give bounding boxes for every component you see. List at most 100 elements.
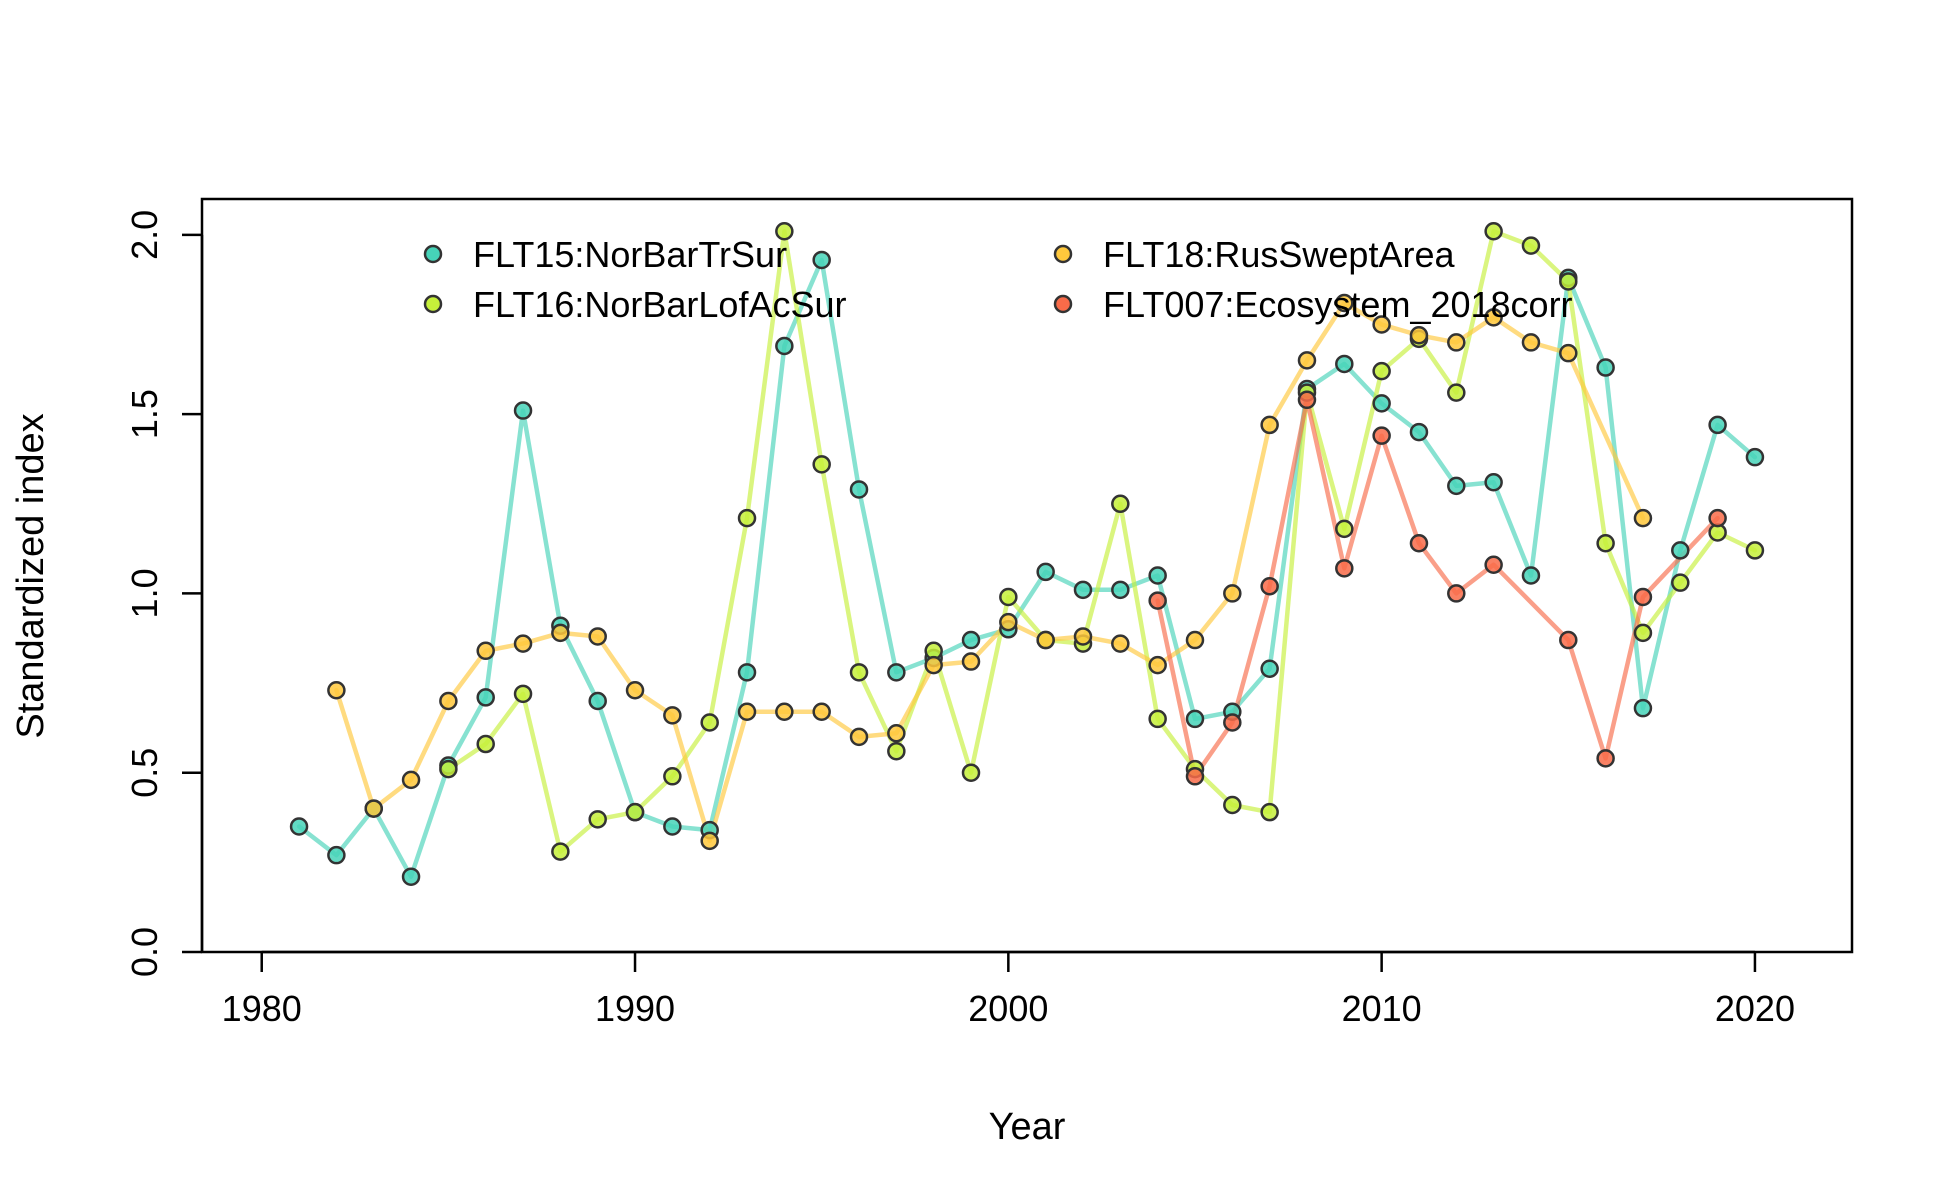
data-point bbox=[849, 727, 869, 747]
legend-label: FLT007:Ecosystem_2018corr bbox=[1103, 284, 1573, 325]
data-point bbox=[1335, 354, 1354, 374]
legend-marker bbox=[1053, 244, 1073, 264]
plot-frame bbox=[200, 197, 1854, 954]
series-line bbox=[1155, 397, 1720, 779]
data-point bbox=[737, 702, 757, 722]
data-point bbox=[700, 713, 719, 732]
data-point bbox=[1036, 630, 1055, 650]
data-point bbox=[1372, 426, 1391, 445]
data-point bbox=[513, 684, 533, 704]
data-point bbox=[775, 336, 794, 356]
data-point bbox=[1335, 293, 1354, 313]
data-point bbox=[999, 612, 1018, 632]
data-point bbox=[812, 702, 831, 722]
data-point bbox=[1260, 802, 1279, 822]
data-point bbox=[1260, 415, 1279, 435]
y-tick-label: 1.5 bbox=[124, 389, 165, 439]
data-point bbox=[1633, 623, 1653, 643]
data-point bbox=[1484, 473, 1503, 492]
data-point bbox=[663, 706, 682, 725]
legend-marker bbox=[1053, 294, 1073, 314]
data-point bbox=[775, 702, 794, 722]
data-point bbox=[775, 222, 794, 241]
data-point bbox=[1633, 698, 1653, 718]
data-point bbox=[476, 688, 495, 707]
x-tick-label: 2020 bbox=[1715, 988, 1795, 1029]
data-point bbox=[1521, 566, 1541, 585]
data-point bbox=[849, 663, 869, 682]
data-point bbox=[1447, 584, 1466, 603]
data-point bbox=[700, 831, 719, 851]
data-point bbox=[1185, 767, 1205, 786]
series-line bbox=[296, 257, 1758, 879]
data-point bbox=[439, 759, 458, 779]
data-point bbox=[1223, 584, 1242, 603]
data-point bbox=[1671, 541, 1690, 560]
data-point bbox=[924, 655, 943, 675]
data-point bbox=[1260, 659, 1279, 678]
data-point bbox=[1073, 580, 1093, 600]
y-tick-label: 0.5 bbox=[124, 748, 165, 798]
legend-label: FLT16:NorBarLofAcSur bbox=[473, 284, 846, 325]
data-point bbox=[887, 663, 906, 682]
y-tick-label: 2.0 bbox=[124, 210, 165, 260]
data-point bbox=[439, 691, 458, 711]
data-point bbox=[551, 623, 570, 643]
data-point bbox=[961, 630, 981, 650]
data-point bbox=[1372, 361, 1391, 381]
data-point bbox=[1148, 655, 1167, 675]
data-point bbox=[625, 680, 645, 700]
data-point bbox=[887, 724, 906, 743]
data-point bbox=[1335, 559, 1354, 578]
data-point bbox=[551, 842, 570, 861]
data-point bbox=[1111, 580, 1130, 600]
x-tick-label: 2000 bbox=[968, 988, 1048, 1029]
series-points bbox=[289, 222, 1765, 886]
data-point bbox=[327, 680, 346, 700]
data-point bbox=[476, 641, 495, 661]
data-point bbox=[1372, 394, 1391, 413]
y-tick-label: 0.0 bbox=[124, 927, 165, 977]
data-point bbox=[1447, 476, 1466, 496]
data-point bbox=[1185, 630, 1205, 650]
data-point bbox=[1111, 634, 1130, 653]
data-point bbox=[1409, 422, 1429, 442]
data-point bbox=[401, 867, 421, 886]
data-point bbox=[812, 250, 831, 270]
data-point bbox=[1521, 333, 1541, 352]
data-point bbox=[1596, 749, 1615, 768]
x-axis: 1980 1990 2000 2010 2020 bbox=[222, 950, 1795, 1029]
data-point bbox=[1409, 533, 1429, 553]
y-tick-label: 1.0 bbox=[124, 568, 165, 618]
x-tick-label: 1990 bbox=[595, 988, 675, 1029]
data-point bbox=[1148, 709, 1167, 729]
data-point bbox=[1633, 587, 1653, 607]
x-axis-label: Year bbox=[989, 1106, 1066, 1148]
data-point bbox=[1223, 795, 1242, 815]
data-point bbox=[737, 508, 757, 528]
x-tick-label: 2010 bbox=[1342, 988, 1422, 1029]
data-point bbox=[1633, 508, 1653, 528]
data-point bbox=[401, 770, 421, 790]
data-point bbox=[1559, 272, 1578, 291]
data-point bbox=[1372, 315, 1391, 334]
data-point bbox=[364, 799, 383, 818]
data-point bbox=[737, 663, 757, 682]
data-point bbox=[999, 587, 1018, 607]
data-point bbox=[476, 734, 495, 754]
data-point bbox=[327, 845, 346, 865]
data-point bbox=[1111, 494, 1130, 514]
data-point bbox=[588, 810, 607, 829]
data-point bbox=[1671, 573, 1690, 592]
legend: FLT15:NorBarTrSur FLT16:NorBarLofAcSur FLT… bbox=[423, 234, 1573, 325]
data-point bbox=[1297, 351, 1317, 370]
data-point bbox=[1484, 555, 1503, 574]
data-point bbox=[961, 763, 981, 782]
data-point bbox=[961, 652, 981, 671]
data-point bbox=[1297, 390, 1317, 410]
data-point bbox=[1559, 343, 1578, 363]
data-point bbox=[1596, 533, 1615, 553]
data-point bbox=[1409, 326, 1429, 345]
data-point bbox=[1596, 358, 1615, 377]
